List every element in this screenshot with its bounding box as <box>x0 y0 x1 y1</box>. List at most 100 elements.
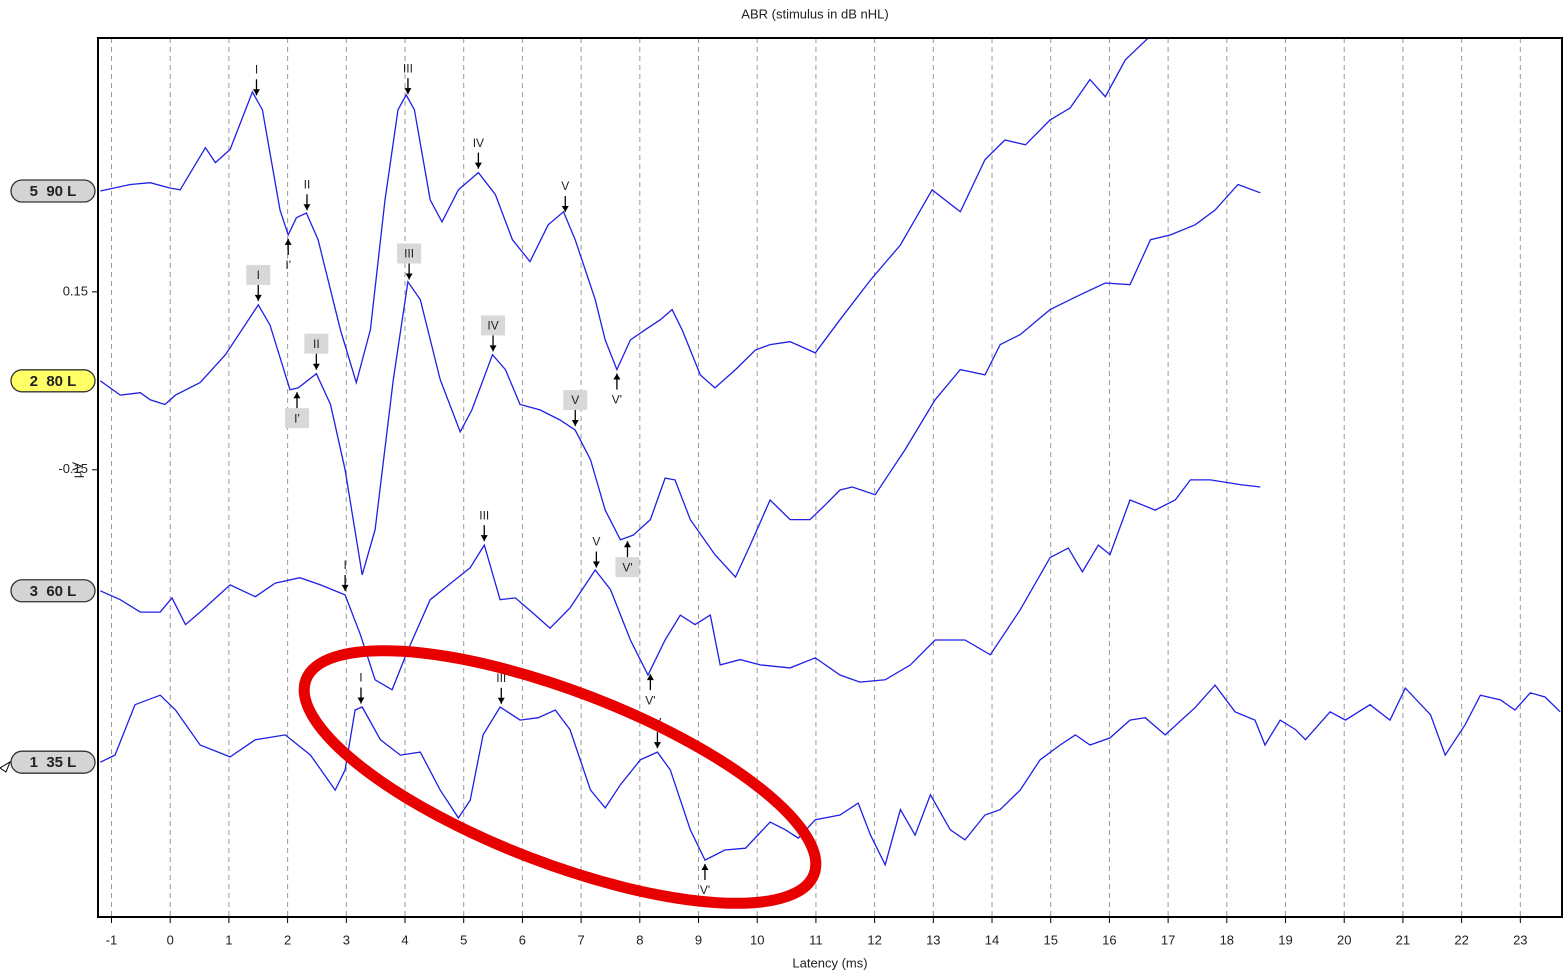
x-tick-label: 20 <box>1337 932 1351 947</box>
x-tick-label: 8 <box>636 932 643 947</box>
x-tick-label: 11 <box>809 932 823 947</box>
marker-arrowhead <box>701 864 709 871</box>
marker-arrowhead <box>254 294 262 301</box>
marker-label: V <box>571 393 579 407</box>
peak-marker: I <box>357 671 365 704</box>
trace-label-box <box>10 179 96 203</box>
x-tick-label: 12 <box>867 932 881 947</box>
marker-arrowhead <box>613 373 621 380</box>
marker-label: V' <box>700 883 710 897</box>
x-tick-label: 3 <box>343 932 350 947</box>
marker-label-box <box>246 264 271 285</box>
marker-arrowhead <box>284 238 292 245</box>
marker-arrowhead <box>303 204 311 211</box>
trace-label: 2 80 L <box>30 373 77 390</box>
marker-arrowhead <box>474 162 482 169</box>
marker-label: III <box>403 61 413 75</box>
marker-arrowhead <box>357 697 365 704</box>
marker-arrowhead <box>489 345 497 352</box>
peak-marker: III <box>397 243 422 280</box>
trace <box>100 479 1261 691</box>
x-tick-label: 19 <box>1278 932 1292 947</box>
peak-marker: V <box>563 390 588 427</box>
x-tick-label: 15 <box>1043 932 1057 947</box>
marker-label: II <box>313 337 320 351</box>
marker-arrowhead <box>252 89 260 96</box>
x-tick-label: 9 <box>695 932 702 947</box>
x-tick-label: 1 <box>225 932 232 947</box>
marker-arrowhead <box>497 697 505 704</box>
marker-arrowhead <box>646 674 654 681</box>
marker-arrowhead <box>293 392 301 399</box>
x-tick-label: 16 <box>1102 932 1116 947</box>
marker-label-box <box>563 390 588 411</box>
marker-label-box <box>284 408 309 429</box>
x-tick-label: 23 <box>1513 932 1527 947</box>
marker-arrowhead <box>571 420 579 427</box>
marker-label: II <box>304 177 311 191</box>
marker-label: III <box>479 508 489 522</box>
marker-label: V' <box>645 693 655 707</box>
peak-marker: V' <box>615 541 640 578</box>
marker-arrowhead <box>404 88 412 95</box>
trace <box>99 183 1261 579</box>
trace-label: 5 90 L <box>30 183 77 200</box>
x-tick-label: 7 <box>577 932 584 947</box>
peak-marker: V <box>561 179 569 212</box>
x-tick-label: 0 <box>167 932 174 947</box>
x-tick-label: 22 <box>1454 932 1468 947</box>
marker-label: I <box>343 558 346 572</box>
peak-marker: IV <box>481 315 506 352</box>
traces <box>99 38 1561 867</box>
trace <box>100 684 1561 867</box>
marker-arrowhead <box>405 273 413 280</box>
peak-marker: II <box>303 177 311 211</box>
trace-label-box <box>10 750 96 774</box>
x-tick-label: 13 <box>926 932 940 947</box>
x-tick-label: 10 <box>750 932 764 947</box>
peak-marker: III <box>479 508 489 542</box>
x-tick-label: 5 <box>460 932 467 947</box>
x-tick-label: 4 <box>401 932 408 947</box>
x-tick-label: 18 <box>1220 932 1234 947</box>
trace-label: 3 60 L <box>30 583 77 600</box>
plot-frame <box>97 37 1563 918</box>
peak-marker: IV <box>473 136 484 169</box>
peak-marker: I' <box>284 392 309 429</box>
marker-arrowhead <box>561 205 569 212</box>
marker-label-box <box>397 243 422 264</box>
marker-arrowhead <box>653 742 661 749</box>
marker-arrowhead <box>312 363 320 370</box>
marker-arrowhead <box>592 561 600 568</box>
marker-arrowhead <box>341 584 349 591</box>
y-tick-label: 0.15 <box>63 283 88 298</box>
marker-label: V' <box>622 560 632 574</box>
marker-label: III <box>404 247 414 261</box>
chart-title: ABR (stimulus in dB nHL) <box>741 6 888 21</box>
peak-marker: III <box>496 671 506 704</box>
marker-label-box <box>615 557 640 578</box>
trace-label: 1 35 L <box>30 754 77 771</box>
x-tick-label: 21 <box>1396 932 1410 947</box>
x-tick-label: 17 <box>1161 932 1175 947</box>
trace-label-box <box>10 369 96 393</box>
peak-marker: II <box>304 333 329 370</box>
peak-marker: V <box>592 535 600 568</box>
marker-label: III <box>496 671 506 685</box>
trace-label-box <box>10 579 96 603</box>
peak-marker: III <box>403 61 413 95</box>
x-axis-label: Latency (ms) <box>792 955 867 970</box>
marker-label: IV <box>487 319 498 333</box>
x-tick-label: 2 <box>284 932 291 947</box>
marker-label: I <box>255 62 258 76</box>
x-tick-label: 14 <box>985 932 999 947</box>
peak-marker: V' <box>700 864 710 897</box>
peak-marker: V' <box>645 674 656 707</box>
marker-label-box <box>304 333 329 354</box>
x-tick-label: -1 <box>106 932 118 947</box>
marker-label: I' <box>294 411 300 425</box>
highlight-ellipse <box>298 645 822 909</box>
